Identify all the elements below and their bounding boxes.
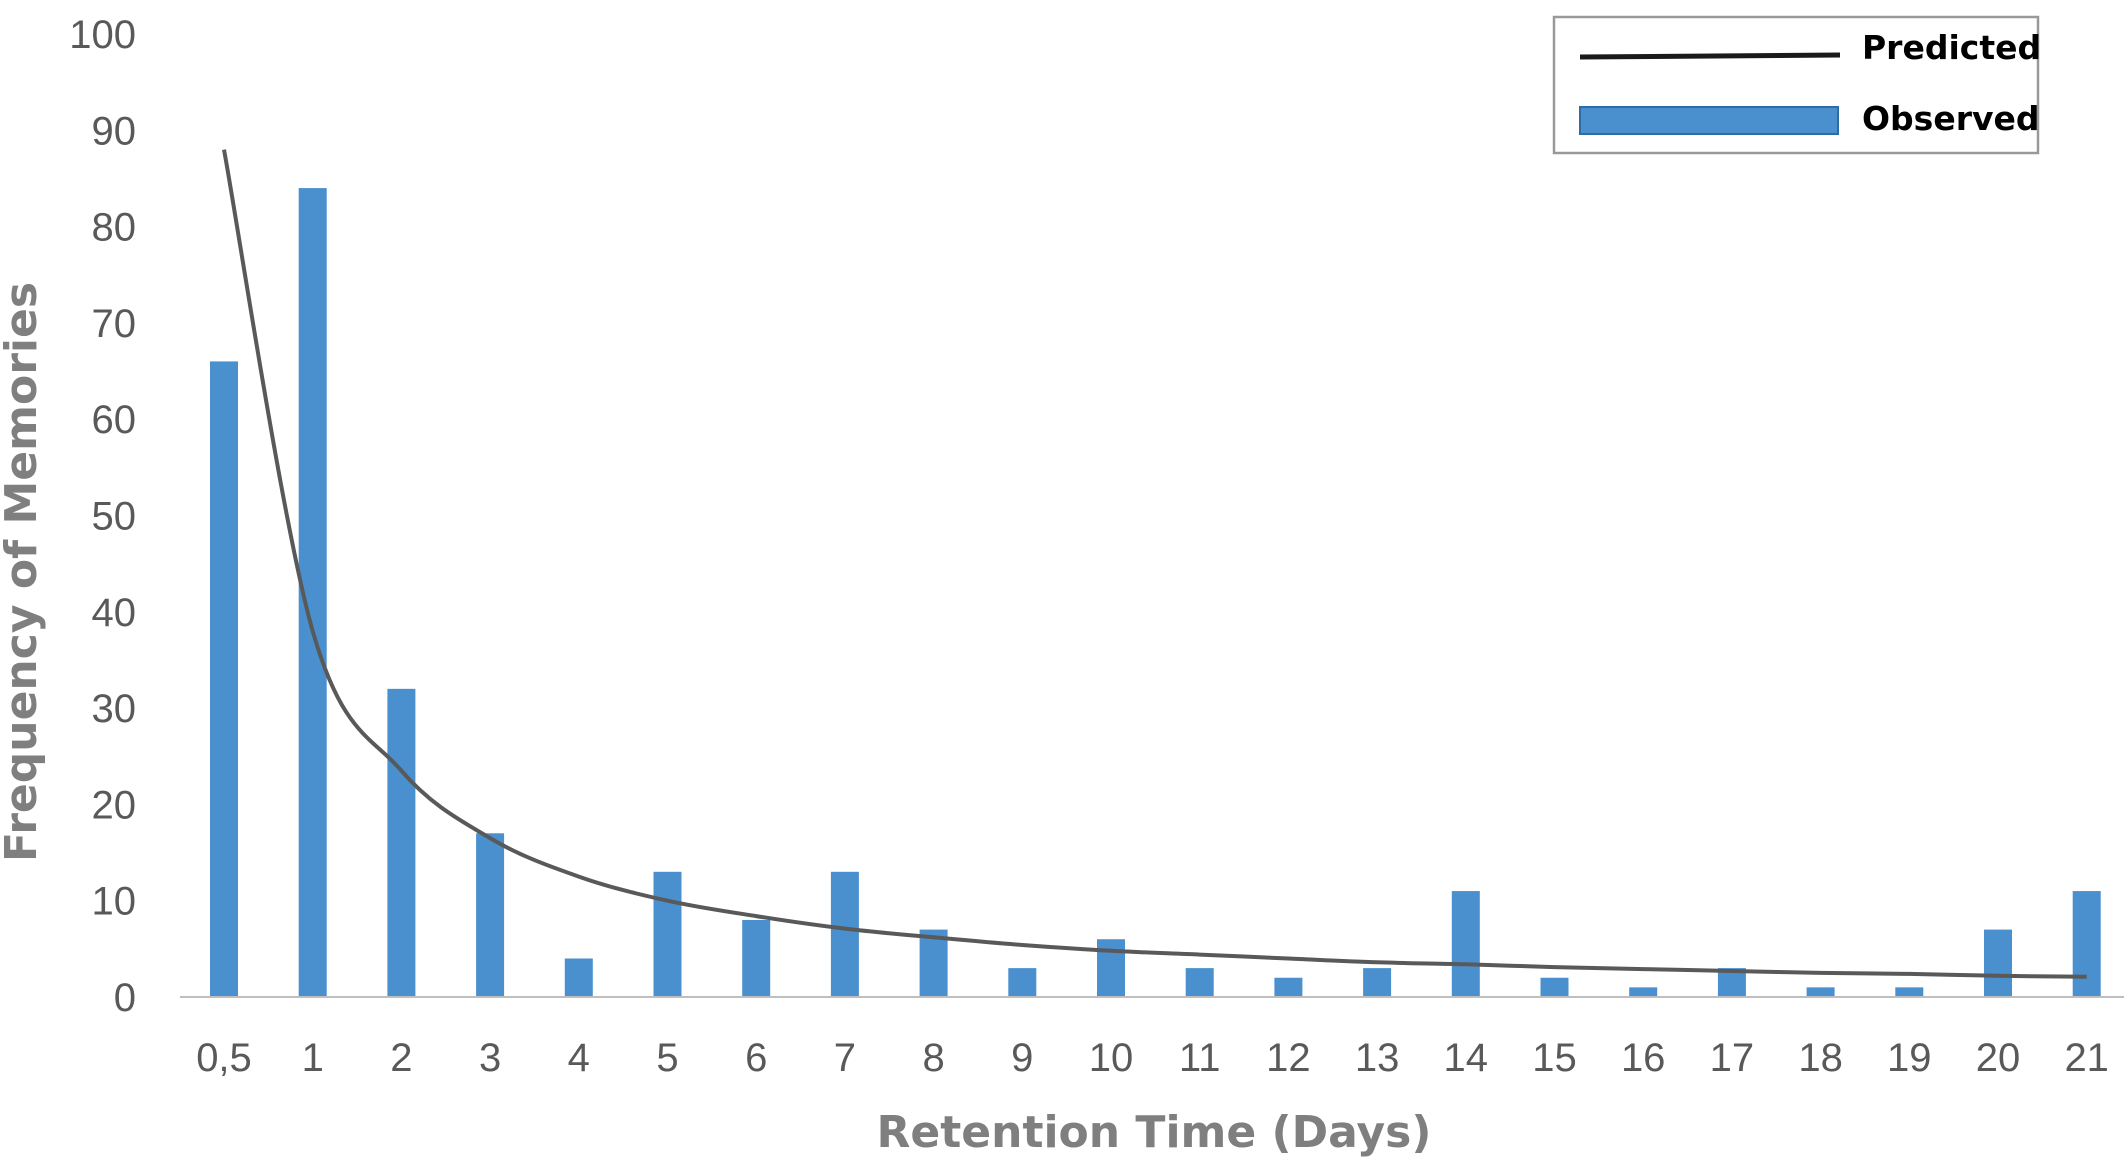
bar-observed bbox=[2072, 891, 2101, 997]
y-tick-label: 10 bbox=[92, 880, 137, 924]
bar-observed bbox=[1274, 977, 1303, 997]
bar-observed bbox=[210, 361, 238, 997]
bar-observed bbox=[919, 929, 948, 997]
bars-observed bbox=[210, 188, 2101, 997]
x-tick-label: 4 bbox=[568, 1036, 590, 1080]
x-tick-label: 2 bbox=[390, 1036, 412, 1080]
bar-observed bbox=[653, 871, 682, 997]
y-axis-ticks: 0 10 20 30 40 50 60 70 80 90 100 bbox=[69, 13, 136, 1020]
y-tick-label: 60 bbox=[92, 398, 137, 442]
y-tick-label: 0 bbox=[114, 976, 136, 1020]
x-tick-label: 1 bbox=[302, 1036, 324, 1080]
y-tick-label: 100 bbox=[69, 13, 136, 57]
y-axis-title: Frequency of Memories bbox=[0, 282, 47, 862]
y-tick-label: 20 bbox=[92, 783, 137, 827]
y-tick-label: 80 bbox=[92, 206, 137, 250]
bar-observed bbox=[1806, 987, 1835, 997]
bar-observed bbox=[1008, 968, 1037, 997]
y-tick-label: 50 bbox=[92, 495, 137, 539]
bar-observed bbox=[1984, 929, 2012, 997]
legend-predicted-swatch bbox=[1579, 52, 1841, 60]
x-tick-label: 3 bbox=[479, 1036, 501, 1080]
legend-predicted-label: Predicted bbox=[1862, 28, 2041, 67]
x-tick-label: 15 bbox=[1532, 1036, 1577, 1080]
bar-observed bbox=[1451, 891, 1480, 997]
x-tick-label: 13 bbox=[1355, 1036, 1400, 1080]
x-tick-label: 7 bbox=[834, 1036, 856, 1080]
bar-observed bbox=[387, 688, 416, 997]
y-tick-label: 40 bbox=[92, 591, 137, 635]
x-tick-label: 21 bbox=[2064, 1036, 2109, 1080]
x-tick-label: 16 bbox=[1621, 1036, 1666, 1080]
bar-observed bbox=[476, 833, 505, 997]
predicted-line bbox=[222, 149, 2087, 979]
bar-observed bbox=[742, 919, 771, 997]
x-tick-label: 6 bbox=[745, 1036, 767, 1080]
x-axis-ticks: 0,5 1 2 3 4 5 6 7 8 9 10 11 12 13 14 15 16 17 18 19 20 21 bbox=[196, 1036, 2109, 1080]
y-tick-label: 70 bbox=[92, 302, 137, 346]
x-tick-label: 18 bbox=[1798, 1036, 1843, 1080]
x-tick-label: 14 bbox=[1444, 1036, 1489, 1080]
x-tick-label: 0,5 bbox=[196, 1036, 252, 1080]
x-tick-label: 10 bbox=[1089, 1036, 1134, 1080]
legend: Predicted Observed bbox=[1552, 15, 2041, 155]
x-tick-label: 20 bbox=[1976, 1036, 2021, 1080]
bar-observed bbox=[1363, 968, 1392, 997]
x-tick-label: 5 bbox=[656, 1036, 678, 1080]
bar-observed bbox=[1185, 968, 1214, 997]
bar-observed bbox=[1097, 939, 1125, 997]
x-axis-title: Retention Time (Days) bbox=[877, 1107, 1432, 1158]
legend-observed-label: Observed bbox=[1862, 99, 2040, 138]
bar-observed bbox=[1629, 987, 1658, 997]
x-tick-label: 17 bbox=[1710, 1036, 1755, 1080]
y-tick-label: 30 bbox=[92, 687, 137, 731]
x-tick-label: 12 bbox=[1266, 1036, 1311, 1080]
x-tick-label: 8 bbox=[922, 1036, 944, 1080]
x-tick-label: 9 bbox=[1011, 1036, 1033, 1080]
y-tick-label: 90 bbox=[92, 109, 137, 153]
bar-observed bbox=[564, 958, 593, 997]
x-tick-label: 11 bbox=[1179, 1036, 1221, 1080]
legend-observed-swatch bbox=[1579, 106, 1839, 135]
bar-observed bbox=[1540, 977, 1569, 997]
bar-observed bbox=[1895, 987, 1924, 997]
x-tick-label: 19 bbox=[1887, 1036, 1932, 1080]
bar-observed bbox=[830, 871, 859, 997]
